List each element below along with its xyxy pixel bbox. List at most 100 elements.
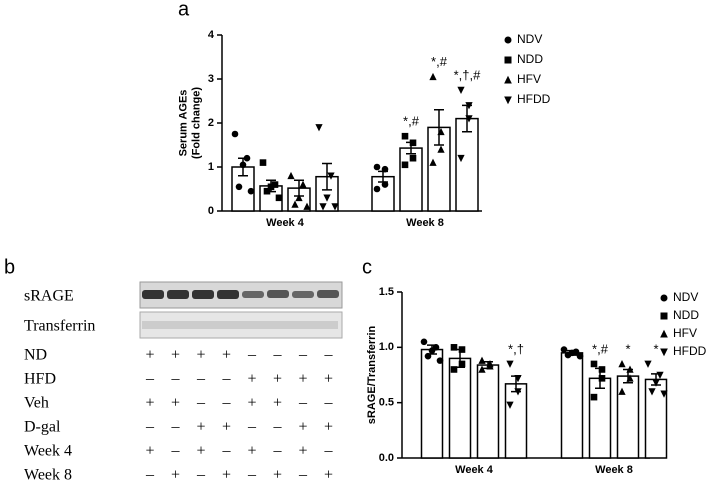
marker (315, 124, 323, 132)
condition-sign: + (196, 443, 205, 460)
y-tick-label: 3 (208, 73, 214, 85)
marker (506, 401, 514, 409)
marker (560, 346, 568, 353)
y-tick-label: 0.5 (379, 397, 394, 409)
annotation: *,# (592, 341, 609, 356)
marker (626, 365, 634, 373)
condition-sign: – (196, 467, 206, 480)
condition-sign: + (196, 347, 205, 364)
condition-sign: – (171, 419, 181, 436)
panel-label: c (362, 256, 372, 278)
condition-sign: – (222, 371, 232, 388)
marker (437, 127, 445, 136)
condition-sign: – (273, 443, 283, 460)
marker (429, 72, 437, 81)
band-label: sRAGE (24, 288, 74, 305)
marker (287, 171, 295, 180)
annotation: * (625, 341, 630, 356)
condition-sign: + (222, 419, 231, 436)
condition-sign: – (324, 443, 334, 460)
condition-sign: – (298, 395, 308, 412)
condition-sign: + (324, 467, 333, 480)
condition-sign: + (247, 443, 256, 460)
marker (656, 371, 664, 379)
y-tick-label: 1.0 (379, 341, 394, 353)
condition-sign: + (273, 467, 282, 480)
legend-marker (660, 329, 668, 338)
marker (458, 360, 466, 368)
legend-marker (660, 312, 668, 320)
marker (660, 390, 668, 398)
marker (436, 357, 444, 364)
marker (450, 366, 458, 373)
error-bar (434, 109, 444, 146)
marker (323, 194, 331, 202)
condition-sign: – (324, 347, 334, 364)
condition-sign: – (196, 371, 206, 388)
legend-label: HFV (517, 72, 541, 86)
marker (231, 130, 239, 138)
condition-sign: – (247, 419, 257, 436)
y-axis-label: Serum AGEs (177, 90, 189, 157)
condition-sign: + (273, 395, 282, 412)
marker (506, 360, 514, 368)
marker (235, 183, 243, 191)
x-tick-label: Week 8 (595, 464, 633, 476)
condition-sign: – (222, 443, 232, 460)
marker (373, 185, 381, 193)
marker (424, 352, 432, 360)
condition-sign: – (324, 395, 334, 412)
marker (271, 181, 279, 188)
marker (295, 193, 303, 202)
bar (504, 383, 528, 459)
annotation: *,†,# (454, 67, 482, 82)
marker (590, 360, 598, 368)
condition-sign: + (222, 347, 231, 364)
condition-sign: – (145, 371, 155, 388)
panel-label: a (178, 0, 190, 20)
y-axis-label: (Fold change) (190, 87, 202, 159)
condition-sign: + (273, 371, 282, 388)
condition-sign: – (273, 419, 283, 436)
legend-label: NDD (517, 52, 543, 66)
marker (478, 365, 486, 373)
y-tick-label: 1 (208, 161, 214, 173)
legend-label: NDV (517, 32, 542, 46)
marker (458, 346, 466, 353)
legend-marker (504, 96, 512, 105)
condition-label: Week 8 (24, 467, 72, 480)
marker (514, 375, 522, 383)
marker (598, 375, 606, 382)
bar (588, 377, 612, 459)
condition-sign: + (145, 395, 154, 412)
condition-sign: + (171, 395, 180, 412)
condition-sign: + (324, 371, 333, 388)
condition-label: ND (24, 347, 47, 364)
condition-sign: + (247, 371, 256, 388)
marker (247, 187, 255, 195)
condition-sign: – (145, 419, 155, 436)
x-tick-label: Week 4 (455, 464, 494, 476)
condition-sign: + (298, 371, 307, 388)
panel-label: b (4, 256, 15, 278)
marker (465, 115, 473, 123)
legend-marker (660, 348, 668, 357)
y-tick-label: 1.5 (379, 286, 394, 298)
marker (299, 180, 307, 188)
x-tick-label: Week 4 (266, 217, 305, 229)
condition-label: D-gal (24, 419, 61, 436)
marker (259, 159, 267, 166)
legend-marker (504, 56, 512, 64)
marker (303, 202, 311, 210)
condition-sign: – (145, 467, 155, 480)
marker (429, 158, 437, 166)
marker (465, 102, 473, 110)
marker (618, 387, 626, 395)
legend-label: NDD (673, 308, 699, 322)
marker (598, 366, 606, 373)
marker (409, 154, 417, 162)
blot-image (139, 281, 343, 339)
condition-sign: – (298, 467, 308, 480)
marker (409, 139, 417, 147)
marker (590, 393, 598, 401)
